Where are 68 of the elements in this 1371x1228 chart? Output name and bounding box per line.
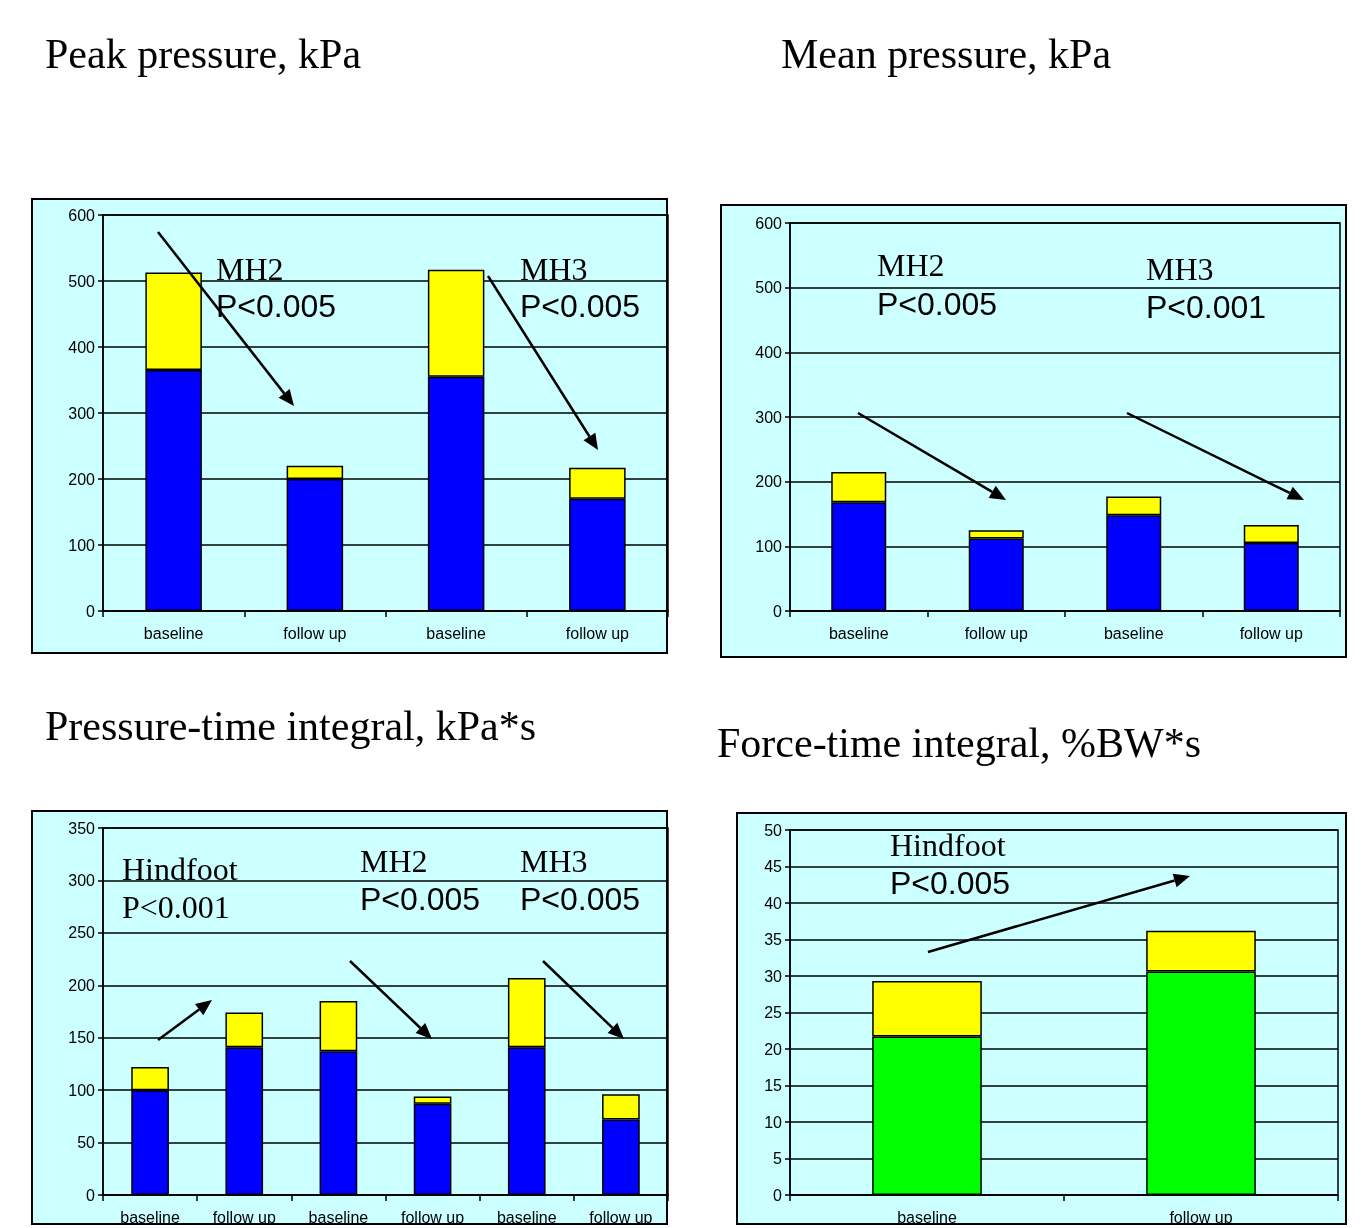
x-tick-label: follow up <box>964 624 1028 642</box>
x-tick-label: follow up <box>212 1208 276 1226</box>
y-tick-label: 45 <box>764 858 783 875</box>
chart-title: Mean pressure, kPa <box>781 31 1112 77</box>
y-tick-label: 200 <box>68 470 96 488</box>
y-tick-label: 0 <box>86 602 96 620</box>
y-tick-label: 250 <box>68 924 96 942</box>
x-tick-label: baseline <box>897 1208 957 1226</box>
annotation: MH2 <box>877 247 945 283</box>
y-tick-label: 350 <box>68 819 96 837</box>
annotation: P<0.005 <box>216 288 337 324</box>
x-tick-label: baseline <box>426 624 487 642</box>
y-tick-label: 300 <box>68 871 96 889</box>
y-tick-label: 200 <box>755 473 783 491</box>
x-tick-label: baseline <box>1103 624 1164 642</box>
annotation: P<0.005 <box>520 288 641 324</box>
annotation: MH2 <box>360 843 428 879</box>
annotation: Hindfoot <box>890 827 1006 863</box>
x-tick-label: follow up <box>283 624 347 642</box>
annotation: P<0.005 <box>520 881 641 917</box>
y-tick-label: 100 <box>755 537 783 555</box>
x-tick-label: baseline <box>120 1208 180 1226</box>
chart-title: Peak pressure, kPa <box>45 31 362 77</box>
x-tick-label: follow up <box>565 624 630 642</box>
y-tick-label: 0 <box>773 1186 783 1204</box>
annotation: MH3 <box>520 843 588 879</box>
y-tick-label: 100 <box>68 536 96 554</box>
y-tick-label: 300 <box>755 408 783 426</box>
annotation: MH3 <box>520 251 588 287</box>
chart-title: Force-time integral, %BW*s <box>717 720 1202 766</box>
y-tick-label: 500 <box>68 272 96 290</box>
annotation: P<0.005 <box>877 286 998 322</box>
y-tick-label: 600 <box>68 206 96 224</box>
y-tick-label: 0 <box>773 602 783 620</box>
annotation: P<0.005 <box>890 865 1011 901</box>
y-tick-label: 15 <box>764 1077 783 1094</box>
y-tick-label: 25 <box>764 1004 783 1021</box>
y-tick-label: 400 <box>755 343 783 361</box>
y-tick-label: 5 <box>773 1150 783 1167</box>
y-tick-label: 0 <box>86 1186 96 1204</box>
y-tick-label: 400 <box>68 338 96 356</box>
y-tick-label: 500 <box>755 279 783 297</box>
y-tick-label: 10 <box>764 1113 783 1131</box>
x-tick-label: baseline <box>308 1208 369 1226</box>
y-tick-label: 40 <box>764 894 783 912</box>
y-tick-label: 35 <box>764 931 783 948</box>
x-tick-label: baseline <box>828 624 889 642</box>
y-tick-label: 50 <box>764 821 783 839</box>
y-tick-label: 300 <box>68 404 96 422</box>
annotation: P<0.005 <box>360 881 481 917</box>
x-tick-label: follow up <box>589 1208 653 1226</box>
y-tick-label: 50 <box>77 1134 96 1152</box>
annotation: Hindfoot <box>122 851 238 887</box>
annotation: MH2 <box>216 251 284 287</box>
y-tick-label: 100 <box>68 1081 96 1099</box>
annotation: P<0.001 <box>122 889 230 925</box>
y-tick-label: 20 <box>764 1040 783 1058</box>
y-tick-label: 30 <box>764 967 783 985</box>
x-tick-label: baseline <box>496 1208 557 1226</box>
y-tick-label: 200 <box>68 976 96 994</box>
chart-title: Pressure-time integral, kPa*s <box>45 703 537 749</box>
x-tick-label: baseline <box>143 624 204 642</box>
x-tick-label: follow up <box>1169 1208 1233 1226</box>
y-tick-label: 600 <box>755 214 783 232</box>
annotation: MH3 <box>1146 251 1214 287</box>
x-tick-label: follow up <box>1239 624 1303 642</box>
annotation: P<0.001 <box>1146 289 1267 325</box>
y-tick-label: 150 <box>68 1029 96 1047</box>
